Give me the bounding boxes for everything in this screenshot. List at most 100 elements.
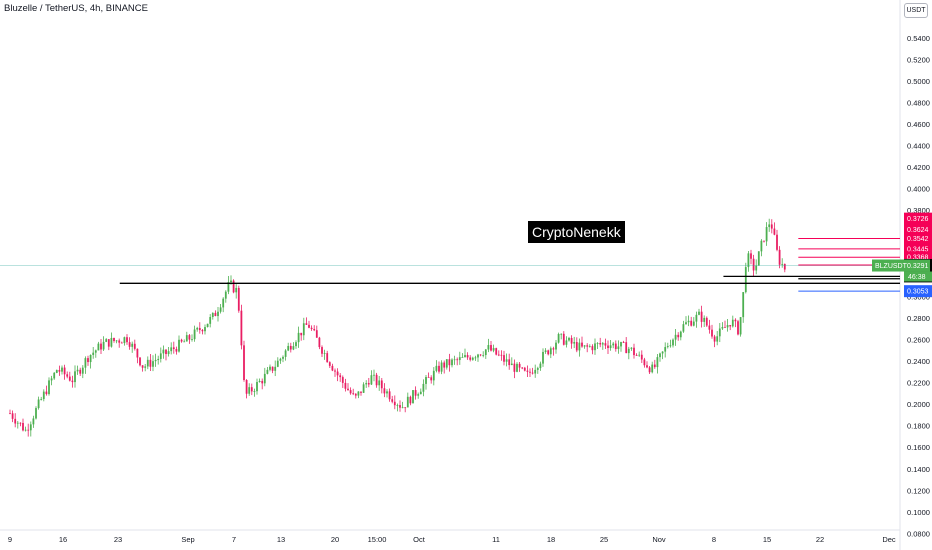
candle-body — [742, 292, 745, 318]
candle-body — [393, 401, 396, 406]
candle-body — [648, 367, 651, 373]
candle-body — [599, 343, 602, 345]
price-tick-label: 0.4000 — [907, 185, 930, 194]
symbol-title[interactable]: Bluzelle / TetherUS, 4h, BINANCE — [4, 3, 148, 14]
candle-body — [68, 376, 71, 381]
candle-body — [531, 372, 534, 374]
candle-body — [557, 334, 560, 343]
candle-body — [315, 330, 318, 338]
candle-body — [698, 311, 700, 315]
candle-body — [484, 349, 487, 356]
candle-body — [149, 359, 152, 367]
price-tag-label: 0.3624 — [907, 227, 929, 234]
candle-body — [48, 380, 50, 395]
time-tick-label: Oct — [413, 535, 426, 544]
candle-body — [302, 323, 305, 336]
candle-body — [479, 354, 482, 356]
candle-body — [716, 336, 719, 342]
candle-body — [656, 357, 659, 368]
candle-body — [53, 372, 56, 379]
candle-body — [497, 354, 500, 356]
candle-body — [760, 240, 763, 252]
candle-body — [204, 327, 206, 332]
price-tick-label: 0.2000 — [907, 400, 930, 409]
candle-body — [11, 413, 14, 419]
candle-body — [102, 341, 105, 350]
candle-body — [482, 355, 485, 356]
time-tick-label: 20 — [331, 535, 339, 544]
candle-body — [432, 370, 435, 381]
candle-body — [505, 359, 508, 362]
candle-body — [620, 342, 622, 347]
candle-body — [414, 390, 417, 396]
candle-body — [700, 311, 703, 322]
candle-body — [61, 367, 63, 372]
candle-body — [113, 337, 115, 341]
candle-body — [708, 325, 711, 330]
candle-body — [674, 334, 677, 340]
candle-body — [643, 359, 646, 366]
candle-body — [271, 366, 274, 371]
candle-body — [461, 357, 464, 358]
symbol-tag-price: 0.3291 — [907, 263, 929, 270]
candle-body — [633, 347, 635, 356]
candle-body — [388, 391, 391, 400]
candle-body — [653, 364, 656, 368]
price-tag — [904, 285, 932, 298]
candle-body — [448, 359, 451, 366]
candle-body — [250, 387, 253, 392]
candle-body — [529, 371, 531, 373]
candle-body — [685, 322, 687, 325]
candle-body — [666, 346, 669, 348]
candle-body — [235, 287, 238, 293]
candle-body — [66, 374, 69, 377]
candle-body — [380, 380, 383, 389]
candle-body — [222, 298, 225, 308]
candle-body — [227, 282, 230, 292]
candle-body — [508, 359, 511, 366]
candle-body — [35, 408, 37, 419]
candle-body — [219, 307, 222, 312]
candle-body — [604, 343, 607, 346]
candle-body — [230, 280, 232, 283]
candle-body — [661, 351, 664, 354]
candle-body — [191, 339, 193, 340]
candle-body — [79, 369, 82, 374]
candle-body — [578, 342, 581, 351]
candle-body — [752, 258, 755, 271]
candle-body — [386, 391, 388, 394]
price-tick-label: 0.5000 — [907, 77, 930, 86]
candle-body — [40, 399, 43, 400]
currency-badge[interactable]: USDT — [904, 3, 928, 18]
candle-body — [167, 351, 170, 355]
time-tick-label: 7 — [232, 535, 236, 544]
candle-body — [555, 342, 557, 350]
candle-body — [659, 353, 661, 358]
candle-body — [360, 391, 362, 393]
countdown-label: 46:38 — [908, 274, 926, 281]
candle-body — [71, 380, 74, 383]
candle-body — [32, 418, 35, 425]
price-tag-label: 0.3053 — [907, 289, 929, 296]
candle-body — [19, 422, 22, 424]
candle-body — [464, 355, 466, 358]
candle-body — [162, 349, 165, 354]
price-tag-label: 0.3368 — [907, 255, 929, 262]
candle-body — [352, 393, 355, 395]
candle-body — [258, 380, 261, 383]
candle-body — [560, 333, 563, 335]
candle-body — [214, 312, 217, 317]
candle-body — [357, 391, 360, 396]
candle-body — [55, 370, 58, 373]
candle-body — [211, 312, 214, 318]
candle-body — [669, 345, 672, 347]
candle-body — [573, 342, 576, 344]
candle-body — [396, 405, 399, 406]
candle-body — [237, 287, 240, 311]
candle-body — [399, 405, 401, 408]
candle-body — [625, 342, 628, 354]
price-tick-label: 0.3800 — [907, 206, 930, 215]
candle-body — [783, 263, 786, 270]
candle-body — [601, 343, 604, 345]
